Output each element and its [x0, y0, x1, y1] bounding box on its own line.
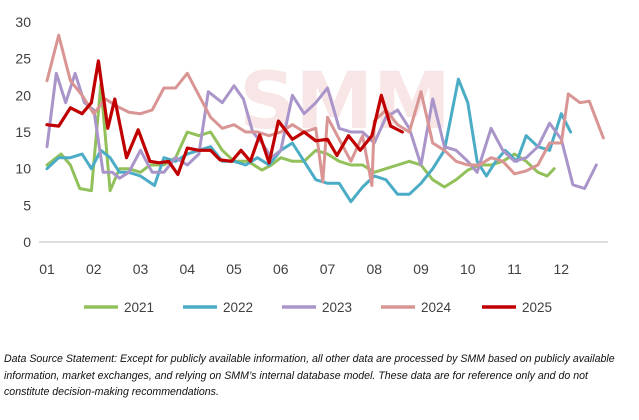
series-line-2024: [45, 33, 605, 187]
y-tick-label: 0: [23, 234, 31, 250]
x-tick-label: 06: [273, 261, 289, 277]
x-tick-label: 01: [39, 261, 55, 277]
series-line-2025: [45, 59, 404, 177]
y-tick-label: 30: [15, 14, 31, 30]
x-tick-label: 11: [507, 261, 522, 277]
series-line-2023: [45, 71, 598, 190]
x-tick-label: 02: [86, 261, 102, 277]
x-tick-label: 07: [320, 261, 336, 277]
x-tick-label: 12: [553, 261, 569, 277]
data-source-note: Data Source Statement: Except for public…: [4, 353, 615, 398]
y-tick-label: 25: [15, 51, 31, 67]
x-tick-label: 10: [460, 261, 476, 277]
x-tick-label: 05: [226, 261, 242, 277]
chart-legend: 2021 2022 2023 2024 2025: [84, 300, 552, 315]
legend-label-2022: 2022: [223, 300, 253, 315]
legend-label-2021: 2021: [124, 300, 154, 315]
series-lines: [45, 33, 605, 204]
x-tick-label: 04: [179, 261, 195, 277]
y-tick-label: 5: [23, 197, 31, 213]
x-tick-label: 09: [413, 261, 429, 277]
y-tick-labels: 0 5 10 15 20 25 30: [15, 14, 31, 250]
legend-label-2025: 2025: [522, 300, 552, 315]
x-tick-labels: 01 02 03 04 05 06 07 08 09 10 11 12: [39, 261, 569, 277]
legend-label-2023: 2023: [322, 300, 352, 315]
legend-label-2024: 2024: [421, 300, 452, 315]
x-tick-label: 08: [366, 261, 382, 277]
y-tick-label: 15: [15, 124, 31, 140]
y-tick-label: 20: [15, 87, 31, 103]
x-tick-label: 03: [133, 261, 149, 277]
y-tick-label: 10: [15, 161, 31, 177]
